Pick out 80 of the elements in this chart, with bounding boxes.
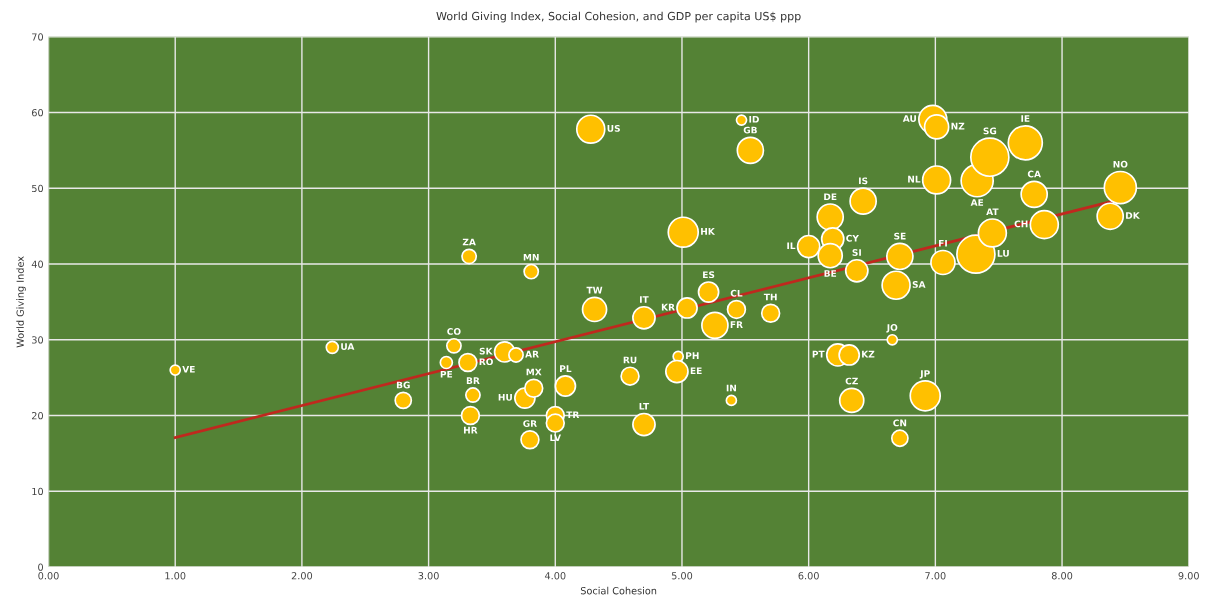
- annotation: JO: [886, 324, 898, 333]
- annotation: KZ: [862, 350, 875, 358]
- x-tick-label: 7.00: [925, 572, 946, 580]
- annotation: NZ: [951, 122, 965, 130]
- annotation: LT: [639, 402, 650, 410]
- annotation: BG: [396, 381, 410, 389]
- x-tick-label: 4.00: [544, 572, 566, 580]
- annotation: BR: [466, 377, 480, 384]
- annotation: PL: [560, 365, 572, 372]
- annotation: TH: [763, 293, 777, 301]
- x-tick-label: 6.00: [798, 572, 819, 580]
- y-tick-label: 30: [32, 336, 44, 344]
- annotation: AE: [970, 199, 984, 206]
- annotation: SI: [852, 249, 861, 256]
- annotation: IS: [859, 177, 868, 185]
- annotation: KR: [661, 303, 675, 311]
- y-axis-title: World Giving Index: [16, 256, 26, 348]
- x-tick-label: 1.00: [165, 572, 186, 580]
- annotation: SA: [912, 281, 926, 288]
- annotation: LU: [997, 250, 1009, 257]
- annotation: RU: [623, 356, 637, 364]
- annotation: UA: [341, 343, 355, 350]
- annotation: NL: [908, 175, 921, 183]
- y-tick-label: 70: [32, 33, 44, 41]
- annotation: GR: [523, 420, 537, 427]
- annotation: ES: [703, 271, 715, 279]
- y-tick-label: 20: [32, 412, 44, 420]
- annotation: PH: [686, 352, 699, 359]
- x-tick-label: 2.00: [291, 572, 313, 580]
- annotation: CL: [730, 289, 743, 297]
- annotation: SE: [894, 232, 906, 240]
- x-tick-label: 5.00: [671, 572, 693, 580]
- annotation: IT: [640, 296, 649, 303]
- annotation: CH: [1014, 220, 1028, 228]
- annotation: IE: [1021, 115, 1030, 122]
- x-tick-label: 8.00: [1051, 572, 1073, 580]
- annotation: MN: [523, 253, 539, 261]
- annotation: DK: [1126, 212, 1140, 219]
- annotation: PE: [440, 370, 453, 378]
- y-tick-label: 0: [38, 563, 44, 571]
- annotation: AR: [525, 350, 539, 358]
- annotation: CA: [1027, 170, 1041, 178]
- annotation: HR: [463, 426, 478, 434]
- annotation: SG: [983, 127, 997, 135]
- y-tick-label: 10: [32, 487, 44, 496]
- annotation: HU: [498, 394, 512, 401]
- annotation: US: [607, 124, 620, 132]
- annotation: CN: [893, 419, 907, 427]
- annotation: BE: [824, 270, 837, 277]
- annotation: ZA: [462, 238, 476, 246]
- annotation: CY: [846, 234, 859, 242]
- annotation: DE: [824, 193, 837, 201]
- chart-title: World Giving Index, Social Cohesion, and GDP per capita US$ ppp: [436, 11, 801, 23]
- annotation: NO: [1113, 160, 1128, 168]
- annotation: CO: [447, 328, 461, 335]
- annotation: CZ: [845, 377, 858, 385]
- y-tick-label: 40: [31, 260, 44, 268]
- y-tick-label: 50: [32, 184, 44, 193]
- annotation: EE: [690, 367, 702, 375]
- x-tick-label: 0.00: [38, 572, 59, 580]
- annotation: IL: [787, 242, 796, 250]
- annotation: IN: [726, 384, 737, 392]
- annotation: GB: [743, 126, 757, 134]
- x-tick-label: 9.00: [1178, 572, 1199, 580]
- annotation: ID: [749, 116, 759, 123]
- annotation: FI: [939, 239, 947, 247]
- annotation: AT: [986, 208, 999, 215]
- annotation: FR: [730, 321, 743, 328]
- annotation: RO: [479, 358, 493, 366]
- annotation: SK: [479, 347, 493, 355]
- annotation: HK: [701, 228, 716, 235]
- annotation: PT: [812, 350, 825, 358]
- annotation: AU: [902, 115, 916, 122]
- x-axis-title: Social Cohesion: [580, 586, 657, 595]
- x-tick-label: 3.00: [418, 572, 439, 580]
- annotation: VE: [182, 365, 195, 373]
- annotation: JP: [919, 370, 930, 379]
- annotation: MX: [526, 368, 542, 376]
- y-tick-label: 60: [31, 109, 44, 117]
- annotation: TW: [586, 286, 603, 294]
